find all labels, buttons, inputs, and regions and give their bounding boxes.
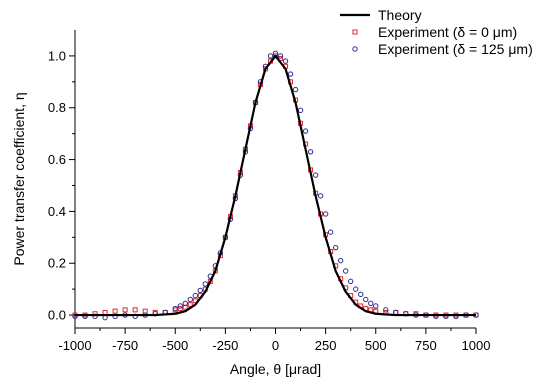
y-axis-title: Power transfer coefficient, η xyxy=(11,92,27,265)
data-point xyxy=(172,305,178,312)
data-point xyxy=(317,193,324,199)
x-tick-label: -750 xyxy=(112,338,138,353)
y-tick-label: 0.2 xyxy=(48,256,66,271)
legend-label: Theory xyxy=(378,7,422,23)
data-point xyxy=(132,307,138,313)
y-tick-label: 0.8 xyxy=(48,100,66,115)
data-point xyxy=(322,211,329,217)
y-tick-label: 1.0 xyxy=(48,48,66,63)
data-point xyxy=(373,303,379,309)
x-tick-label: 1000 xyxy=(462,338,491,353)
data-point xyxy=(358,291,364,298)
plot-area: -1000 -750 -500 -250 0 250 500 750 1000 0.00.20.… xyxy=(48,30,490,353)
legend-circle-swatch xyxy=(352,46,358,52)
legend-square-swatch xyxy=(352,29,358,35)
data-point xyxy=(277,53,284,59)
legend-item: Theory xyxy=(340,7,422,23)
legend-item: Experiment (δ = 0 μm) xyxy=(352,24,517,40)
data-point xyxy=(292,86,299,93)
x-tick-label: 500 xyxy=(365,338,387,353)
data-point xyxy=(337,257,344,264)
data-point xyxy=(197,287,204,294)
data-point xyxy=(202,281,209,287)
data-point xyxy=(353,286,359,292)
data-point xyxy=(267,53,274,59)
data-point xyxy=(347,278,354,285)
data-point xyxy=(368,300,374,307)
y-tick-label: 0.4 xyxy=(48,204,66,219)
data-point xyxy=(282,58,289,64)
x-tick-label: -1000 xyxy=(58,338,91,353)
x-tick-label: 250 xyxy=(315,338,337,353)
data-point xyxy=(177,303,183,309)
data-point xyxy=(287,71,294,77)
series-1 xyxy=(72,53,479,318)
y-ticks: 0.0 0.2 0.4 0.6 0.8 1.0 xyxy=(48,48,75,323)
series-2 xyxy=(72,50,479,321)
legend-item: Experiment (δ = 125 μm) xyxy=(352,41,533,57)
x-tick-label: 750 xyxy=(415,338,437,353)
data-point xyxy=(307,149,314,155)
data-point xyxy=(383,307,389,313)
theory-line xyxy=(75,54,476,317)
x-tick-label: 0 xyxy=(272,338,279,353)
x-axis-title: Angle, θ [μrad] xyxy=(230,361,321,377)
data-point xyxy=(187,296,193,303)
data-point xyxy=(182,300,188,307)
data-point xyxy=(177,306,183,312)
data-point xyxy=(122,307,128,313)
data-point xyxy=(327,229,334,235)
series-layer xyxy=(72,50,479,321)
data-point xyxy=(273,53,278,59)
series-0 xyxy=(75,54,476,317)
data-point xyxy=(332,244,339,251)
data-point xyxy=(102,309,108,315)
data-point xyxy=(192,292,199,299)
data-point xyxy=(363,296,369,303)
x-tick-label: -250 xyxy=(212,338,238,353)
data-point xyxy=(112,308,118,314)
data-point xyxy=(342,268,349,274)
data-point xyxy=(297,107,304,114)
data-point xyxy=(302,128,309,134)
legend-label: Experiment (δ = 0 μm) xyxy=(378,24,517,40)
y-tick-label: 0.0 xyxy=(48,308,66,323)
x-ticks: -1000 -750 -500 -250 0 250 500 750 1000 xyxy=(58,328,490,353)
legend-label: Experiment (δ = 125 μm) xyxy=(378,41,533,57)
x-tick-label: -500 xyxy=(162,338,188,353)
data-point xyxy=(312,172,319,178)
y-tick-label: 0.6 xyxy=(48,152,66,167)
